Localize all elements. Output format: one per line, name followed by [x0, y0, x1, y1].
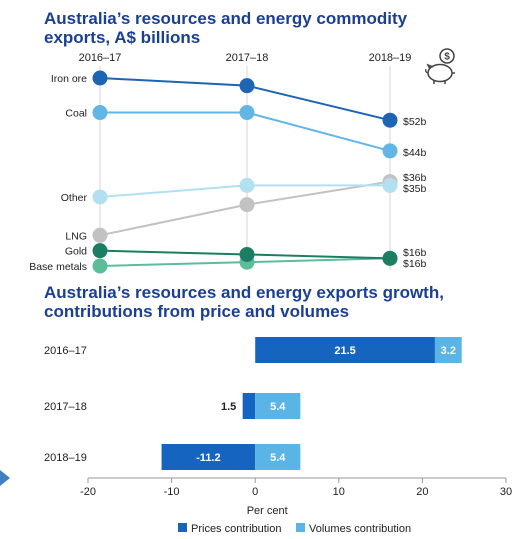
x-tick-label-20: -20 — [80, 486, 96, 498]
legend-swatch-volumes-contribution — [296, 523, 305, 532]
x-tick-label-20: 20 — [416, 486, 428, 498]
chart-title-exports-growth: Australia’s resources and energy exports… — [44, 283, 444, 321]
x-tick-label-0: 0 — [252, 486, 258, 498]
series-label-lng: LNG — [65, 230, 87, 242]
series-label-iron-ore: Iron ore — [51, 73, 87, 85]
data-point-other-2017-18 — [239, 177, 255, 193]
series-label-coal: Coal — [65, 108, 87, 120]
data-point-base-metals-2016-17 — [92, 258, 108, 274]
data-point-iron-ore-2018-19 — [382, 112, 398, 128]
data-label-prices-2017-18: 1.5 — [221, 401, 236, 413]
data-point-iron-ore-2017-18 — [239, 78, 255, 94]
x-tick-label-2016-17: 2016–17 — [79, 52, 122, 64]
legend-swatch-prices-contribution — [178, 523, 187, 532]
category-label-2017-18: 2017–18 — [44, 401, 87, 413]
end-value-label-coal: $44b — [403, 147, 427, 159]
bar-prices-2018-19 — [161, 444, 256, 470]
legend-label-volumes-contribution: Volumes contribution — [309, 523, 411, 535]
data-point-lng-2016-17 — [92, 227, 108, 243]
bar-prices-2017-18 — [242, 393, 256, 419]
data-point-other-2016-17 — [92, 189, 108, 205]
legend-label-prices-contribution: Prices contribution — [191, 523, 282, 535]
data-point-lng-2017-18 — [239, 197, 255, 213]
data-label-volumes-2016-17: 3.2 — [441, 345, 456, 357]
data-label-volumes-2018-19: 5.4 — [270, 452, 286, 464]
bar-volumes-2016-17 — [434, 337, 462, 363]
corner-arrow-mark — [0, 470, 10, 486]
data-point-coal-2018-19 — [382, 143, 398, 159]
data-label-prices-2016-17: 21.5 — [334, 345, 355, 357]
bar-prices-2016-17 — [255, 337, 435, 363]
x-tick-label-10: -10 — [164, 486, 180, 498]
category-label-2016-17: 2016–17 — [44, 345, 87, 357]
commodity-exports-line-chart: 2016–17 2017–18 2018–19 Iron ore $52b Coal $44… — [29, 52, 427, 274]
end-value-label-lng: $36b — [403, 172, 427, 184]
x-tick-label-2017-18: 2017–18 — [226, 52, 269, 64]
data-label-prices-2018-19: -11.2 — [196, 452, 220, 464]
bar-volumes-2018-19 — [255, 444, 301, 470]
svg-text:$: $ — [444, 52, 450, 63]
series-label-other: Other — [61, 192, 88, 204]
data-point-iron-ore-2016-17 — [92, 70, 108, 86]
x-tick-label-30: 30 — [500, 486, 512, 498]
end-value-label-gold: $16b — [403, 247, 427, 259]
end-value-label-base-metals: $16b — [403, 258, 427, 270]
piggy-bank-dollar-icon: $ — [425, 48, 455, 84]
bar-volumes-2017-18 — [255, 393, 301, 419]
data-point-gold-2017-18 — [239, 246, 255, 262]
data-point-coal-2017-18 — [239, 105, 255, 121]
data-point-coal-2016-17 — [92, 105, 108, 121]
x-tick-label-2018-19: 2018–19 — [369, 52, 412, 64]
chart-title-commodity-exports: Australia’s resources and energy commodi… — [44, 9, 408, 47]
category-label-2018-19: 2018–19 — [44, 452, 87, 464]
data-point-other-2018-19 — [382, 177, 398, 193]
series-label-gold: Gold — [65, 246, 87, 258]
data-label-volumes-2017-18: 5.4 — [270, 401, 286, 413]
data-point-gold-2016-17 — [92, 243, 108, 259]
x-axis-title: Per cent — [247, 505, 288, 517]
x-tick-label-10: 10 — [333, 486, 345, 498]
end-value-label-iron-ore: $52b — [403, 116, 427, 128]
data-point-gold-2018-19 — [382, 250, 398, 266]
series-label-base-metals: Base metals — [29, 261, 87, 273]
end-value-label-other: $35b — [403, 183, 427, 195]
